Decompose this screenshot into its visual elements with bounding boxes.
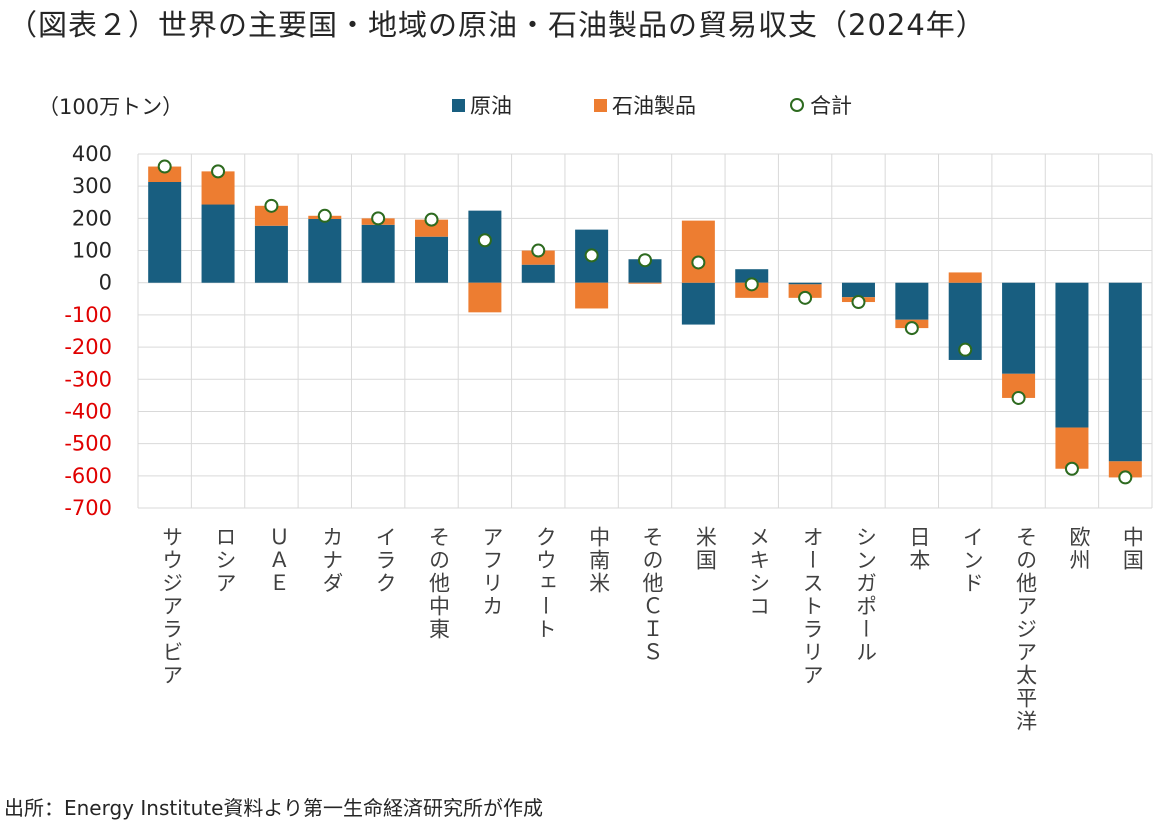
x-category-label: アフリカ	[480, 526, 504, 618]
y-tick-label: 100	[72, 239, 112, 263]
y-tick-label: -400	[64, 399, 112, 423]
total-marker	[744, 277, 759, 292]
y-tick-label: -200	[64, 335, 112, 359]
y-tick-label: 0	[99, 271, 112, 295]
legend-label-crude: 原油	[470, 94, 512, 118]
bar-products	[468, 282, 502, 313]
total-marker	[1064, 461, 1079, 476]
x-category-label: 日本	[907, 526, 931, 572]
bar-crude	[1002, 282, 1036, 374]
total-marker	[477, 233, 492, 248]
total-marker	[1118, 470, 1133, 485]
bar-crude	[681, 282, 715, 325]
x-category-label: ＵＡＥ	[266, 526, 290, 595]
total-marker	[798, 290, 813, 305]
bar-products	[415, 219, 449, 237]
y-tick-label: 300	[72, 174, 112, 198]
legend-swatch-crude	[452, 98, 465, 112]
source-note: 出所：Energy Institute資料より第一生命経済研究所が作成	[4, 796, 544, 820]
legend-item-products: 石油製品	[594, 90, 696, 120]
total-marker	[691, 255, 706, 270]
bar-products	[521, 250, 555, 265]
total-marker	[264, 198, 279, 213]
x-category-label: 欧州	[1067, 526, 1091, 572]
bar-crude	[361, 224, 395, 283]
bar-crude	[254, 225, 288, 283]
total-marker	[157, 159, 172, 174]
x-category-label: 米国	[693, 526, 717, 572]
x-category-label: メキシコ	[747, 526, 771, 618]
bar-crude	[1108, 282, 1142, 462]
y-tick-label: 200	[72, 206, 112, 230]
bar-crude	[841, 282, 875, 298]
bar-crude	[735, 269, 769, 283]
y-axis-unit-label: （100万トン）	[38, 95, 184, 119]
y-tick-label: -700	[64, 496, 112, 520]
y-tick-label: 400	[72, 142, 112, 166]
total-marker	[904, 321, 919, 336]
bar-crude	[148, 181, 182, 283]
bar-crude	[1055, 282, 1089, 428]
bar-crude	[415, 236, 449, 283]
y-tick-label: -500	[64, 432, 112, 456]
x-category-label: その他ＣＩＳ	[640, 526, 664, 664]
x-category-label: ロシア	[213, 526, 237, 595]
bar-products	[254, 205, 288, 226]
legend-swatch-products	[594, 98, 607, 112]
x-category-label: その他中東	[427, 526, 451, 641]
chart-title: （図表２）世界の主要国・地域の原油・石油製品の貿易収支（2024年）	[8, 8, 986, 42]
bar-crude	[308, 219, 342, 283]
x-category-label: イラク	[373, 526, 397, 595]
y-tick-label: -600	[64, 464, 112, 488]
total-marker	[638, 253, 652, 268]
bar-crude	[895, 282, 929, 320]
bar-crude	[788, 282, 822, 285]
x-category-label: カナダ	[320, 526, 344, 595]
legend-label-total: 合計	[810, 94, 852, 118]
total-marker	[211, 164, 226, 179]
y-tick-label: -300	[64, 367, 112, 391]
legend-item-crude: 原油	[452, 90, 512, 120]
x-category-label: インド	[960, 526, 984, 595]
total-marker	[531, 243, 546, 258]
total-marker	[317, 208, 332, 223]
legend-marker-total	[790, 98, 804, 112]
bar-products	[948, 272, 982, 283]
x-category-label: 中国	[1120, 526, 1144, 572]
chart-area: 400 300 200 100 0 -100 -200 -300 -400 -500 -600 -70…	[64, 142, 1153, 733]
x-category-label: 中南米	[587, 526, 611, 595]
bar-products	[148, 166, 182, 182]
bar-crude	[628, 259, 662, 283]
total-marker	[958, 342, 973, 357]
bar-products	[628, 282, 662, 284]
x-category-label: その他アジア太平洋	[1014, 526, 1038, 733]
total-marker	[424, 212, 439, 227]
legend-label-products: 石油製品	[612, 94, 696, 118]
total-marker	[1011, 390, 1026, 405]
bar-products	[1108, 461, 1142, 478]
bar-products	[575, 282, 609, 309]
x-category-label: オーストラリア	[800, 526, 824, 687]
x-category-label: クウェート	[533, 526, 557, 641]
bar-crude	[521, 264, 555, 283]
y-tick-label: -100	[64, 303, 112, 327]
x-category-label: サウジアラビア	[160, 526, 184, 687]
total-marker	[851, 295, 866, 310]
total-marker	[584, 248, 599, 263]
total-marker	[371, 211, 386, 226]
legend-item-total: 合計	[790, 90, 852, 120]
x-category-label: シンガポール	[853, 526, 877, 664]
bar-products	[681, 220, 715, 283]
bar-crude	[201, 204, 235, 283]
